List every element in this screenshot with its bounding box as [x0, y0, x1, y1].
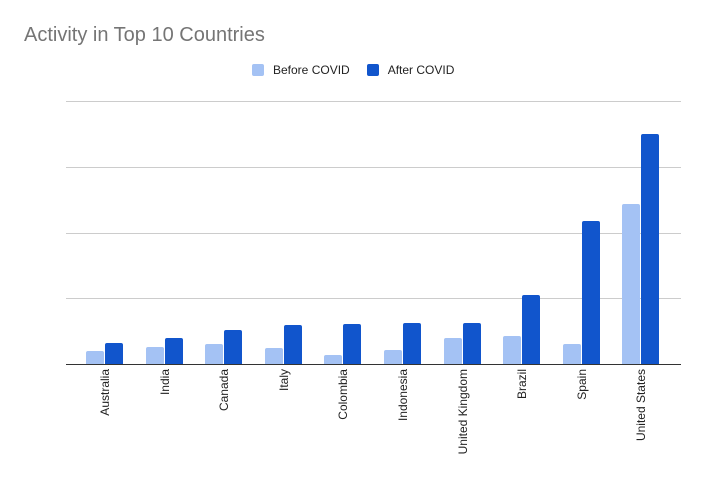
- x-tick-label: Australia: [98, 369, 112, 416]
- chart-title: Activity in Top 10 Countries: [24, 24, 265, 46]
- bar-after-canada[interactable]: [224, 329, 243, 364]
- bar-after-united-kingdom[interactable]: [462, 323, 481, 364]
- bar-before-colombia[interactable]: [324, 354, 343, 364]
- legend-item-after[interactable]: After COVID: [366, 63, 455, 77]
- x-tick-label: India: [157, 369, 172, 396]
- bar-before-indonesia[interactable]: [384, 350, 402, 364]
- bar-before-canada[interactable]: [205, 344, 224, 364]
- bar-before-italy[interactable]: [264, 348, 283, 364]
- bar-before-spain[interactable]: [562, 344, 581, 364]
- bar-before-united-kingdom[interactable]: [443, 337, 462, 364]
- bar-after-indonesia[interactable]: [403, 323, 421, 364]
- plot-area: [66, 101, 681, 365]
- bar-before-india[interactable]: [145, 346, 164, 364]
- legend-swatch-before: [252, 64, 264, 76]
- x-tick-label: United States: [634, 369, 649, 442]
- gridline: [66, 233, 681, 234]
- bar-after-australia[interactable]: [105, 342, 123, 364]
- legend-swatch-after: [366, 64, 379, 76]
- gridline: [66, 101, 681, 102]
- bar-after-india[interactable]: [164, 337, 183, 364]
- x-tick-label: Brazil: [515, 369, 530, 400]
- legend-item-before[interactable]: Before COVID: [252, 63, 350, 77]
- x-tick-label: Indonesia: [396, 369, 410, 422]
- bar-after-colombia[interactable]: [343, 323, 362, 364]
- bar-after-united-states[interactable]: [641, 133, 660, 364]
- bar-after-brazil[interactable]: [522, 294, 541, 364]
- legend: Before COVID After COVID: [252, 63, 471, 77]
- x-axis-line: [66, 364, 681, 365]
- x-tick-label: United Kingdom: [455, 369, 470, 455]
- x-tick-label: Canada: [217, 369, 232, 412]
- bar-before-australia[interactable]: [86, 350, 104, 364]
- bar-before-united-states[interactable]: [622, 203, 641, 364]
- x-tick-label: Colombia: [336, 369, 351, 420]
- bar-after-spain[interactable]: [581, 220, 600, 364]
- legend-label-before: Before COVID: [273, 63, 350, 77]
- gridline: [66, 298, 681, 299]
- gridline: [66, 167, 681, 168]
- bar-after-italy[interactable]: [283, 325, 302, 364]
- bar-before-brazil[interactable]: [503, 335, 522, 364]
- legend-label-after: After COVID: [387, 63, 455, 77]
- x-tick-label: Spain: [574, 369, 589, 400]
- x-tick-label: Italy: [276, 369, 291, 392]
